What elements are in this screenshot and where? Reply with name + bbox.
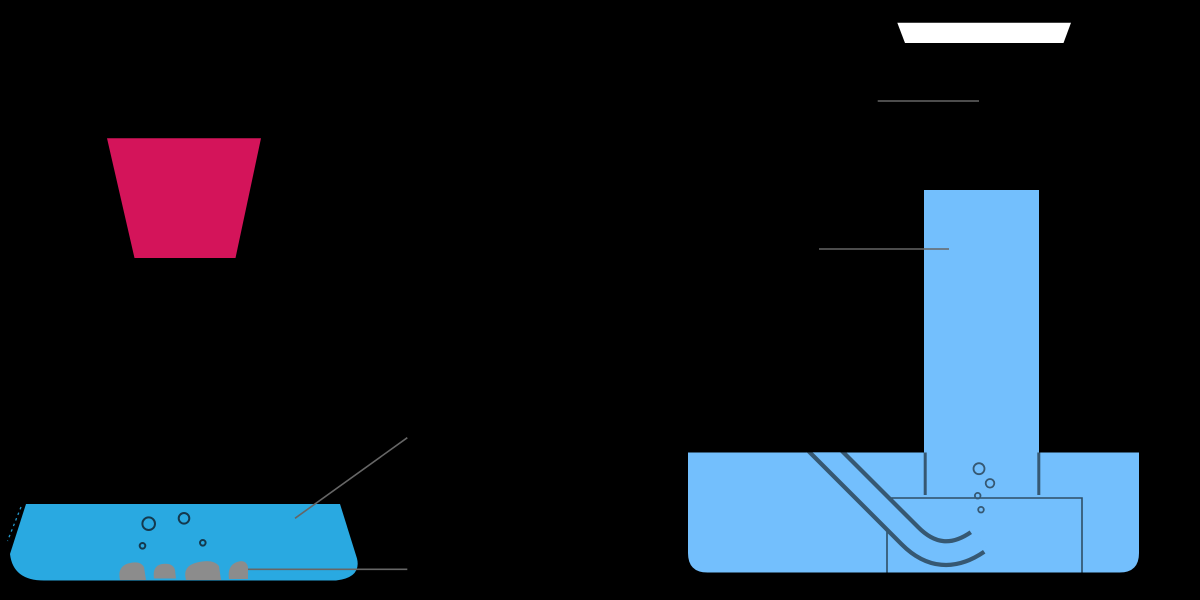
gas-bubble xyxy=(977,506,985,514)
gas-bubble xyxy=(974,492,982,500)
flask-assembly xyxy=(6,138,408,581)
marble-chip xyxy=(153,563,176,579)
thistle-funnel-cup xyxy=(107,138,261,258)
cylinder-bubbles xyxy=(972,462,996,514)
gas-collection-assembly xyxy=(688,22,1139,573)
gas-bubble xyxy=(141,516,156,532)
gas-bubble xyxy=(972,462,986,476)
marble-chip xyxy=(228,561,248,579)
flask-glass-highlight xyxy=(6,506,22,542)
gas-bubble xyxy=(138,542,147,550)
marble-chips xyxy=(119,561,248,580)
marble-chip xyxy=(119,562,146,580)
gas-bubble xyxy=(177,512,191,525)
marble-chip xyxy=(185,561,221,580)
flask-bubbles xyxy=(138,512,207,550)
flask-liquid xyxy=(10,504,358,581)
trough-water xyxy=(688,452,1139,573)
leader-line-flask-liquid xyxy=(294,437,408,519)
gas-bubble xyxy=(199,539,207,547)
shelf-outline xyxy=(886,497,1083,573)
cylinder-water-column xyxy=(924,190,1039,460)
cylinder-base xyxy=(897,22,1071,43)
delivery-tube xyxy=(806,452,987,568)
delivery-tube-bore xyxy=(812,452,987,563)
gas-bubble xyxy=(984,478,996,489)
